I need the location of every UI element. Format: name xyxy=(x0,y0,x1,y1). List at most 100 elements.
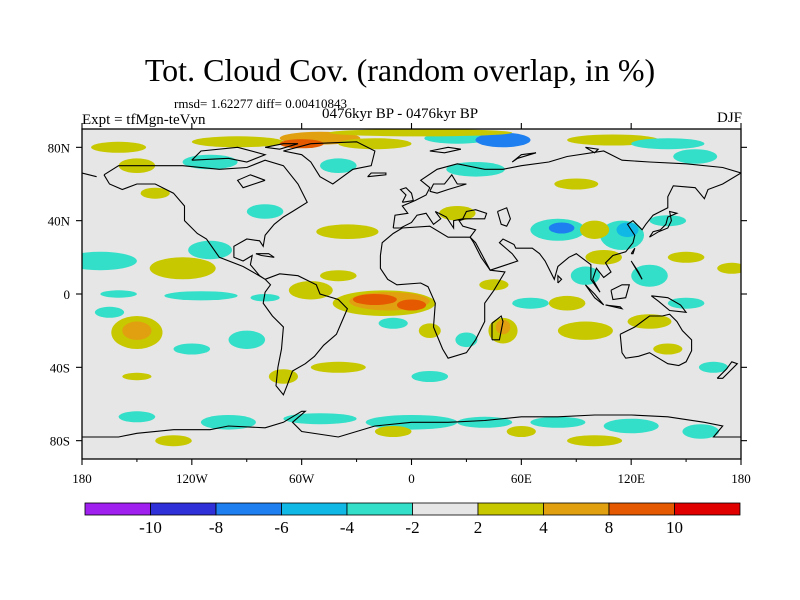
anomaly-patch xyxy=(329,129,513,137)
anomaly-patch xyxy=(140,187,170,199)
anomaly-patch xyxy=(627,314,672,329)
lat-tick-label: 0 xyxy=(64,287,71,302)
lon-tick-label: 0 xyxy=(408,471,415,486)
coastline xyxy=(103,159,308,280)
anomaly-patch xyxy=(310,361,366,373)
colorbar-swatch xyxy=(674,502,741,516)
colorbar: -10 -8 -6 -4 -2 2 4 8 10 xyxy=(84,502,741,537)
anomaly-patch xyxy=(567,435,623,447)
lon-tick-label: 180 xyxy=(731,471,751,486)
anomaly-patch xyxy=(631,264,668,287)
coastline xyxy=(619,313,693,367)
colorbar-swatch xyxy=(281,502,348,516)
coastline xyxy=(264,143,299,150)
colorbar-swatch xyxy=(412,502,479,516)
coastline xyxy=(367,172,387,178)
anomaly-patch xyxy=(91,141,147,153)
coastline xyxy=(236,174,266,189)
coastline xyxy=(649,210,679,238)
colorbar-label: -2 xyxy=(405,518,419,537)
coastline xyxy=(557,274,563,284)
anomaly-patch xyxy=(667,251,705,263)
coastline xyxy=(610,284,631,301)
anomaly-patch xyxy=(164,291,238,301)
lat-tick-label: 80S xyxy=(50,434,70,449)
anomaly-patch xyxy=(283,413,357,425)
anomaly-patch xyxy=(682,424,719,439)
anomaly-patch xyxy=(439,206,476,221)
coastline xyxy=(716,361,739,379)
anomaly-patch xyxy=(173,343,211,355)
anomaly-patch xyxy=(188,240,233,260)
colorbar-swatch xyxy=(543,502,610,516)
coastline xyxy=(630,260,643,280)
coastline xyxy=(392,150,741,229)
colorbar-swatch xyxy=(346,502,413,516)
coastline xyxy=(399,187,414,203)
anomaly-patch xyxy=(316,224,379,239)
coastline xyxy=(491,315,504,341)
season-label: DJF xyxy=(716,110,742,126)
anomaly-patch xyxy=(557,321,613,340)
coastline xyxy=(605,304,624,310)
lon-tick-label: 60E xyxy=(511,471,532,486)
colorbar-label: -4 xyxy=(340,518,355,537)
colorbar-label: -10 xyxy=(139,518,162,537)
colorbar-label: -6 xyxy=(274,518,288,537)
anomaly-patch xyxy=(698,361,729,373)
coastline xyxy=(82,410,741,438)
anomaly-patch xyxy=(548,222,575,234)
coastline xyxy=(650,295,688,313)
anomaly-patch xyxy=(418,323,441,339)
anomaly-patch xyxy=(191,136,284,148)
colorbar-label: 8 xyxy=(605,518,614,537)
anomaly-patch xyxy=(631,138,705,150)
anomaly-patch xyxy=(228,330,266,349)
anomaly-contours xyxy=(82,129,741,447)
anomaly-patch xyxy=(122,372,152,381)
anomaly-patch xyxy=(374,426,412,437)
anomaly-patch xyxy=(580,220,610,239)
anomaly-patch xyxy=(649,215,687,227)
coastline xyxy=(379,225,506,359)
anomaly-patch xyxy=(122,321,152,340)
coastlines xyxy=(82,141,741,438)
coastline xyxy=(393,172,741,293)
colorbar-label: 10 xyxy=(666,518,683,537)
anomaly-patch xyxy=(717,262,741,274)
anomaly-patch xyxy=(475,132,531,148)
lon-tick-label: 120E xyxy=(617,471,645,486)
colorbar-swatch xyxy=(215,502,282,516)
anomaly-patch xyxy=(149,257,216,280)
colorbar-label: -8 xyxy=(209,518,223,537)
lon-tick-label: 120W xyxy=(176,471,209,486)
anomaly-patch xyxy=(268,369,298,384)
anomaly-patch xyxy=(530,416,586,428)
lon-tick-label: 180 xyxy=(72,471,92,486)
coastline xyxy=(511,152,537,163)
anomaly-patch xyxy=(411,371,449,382)
anomaly-patch xyxy=(455,332,478,348)
anomaly-patch xyxy=(320,270,357,282)
anomaly-patch xyxy=(82,251,137,271)
anomaly-patch xyxy=(585,249,622,265)
anomaly-patch xyxy=(378,317,408,329)
coastline xyxy=(82,172,97,178)
coastline xyxy=(429,146,462,154)
anomaly-patch xyxy=(338,138,412,150)
colorbar-swatch xyxy=(608,502,675,516)
anomaly-patch xyxy=(603,418,659,434)
lat-tick-label: 40S xyxy=(50,360,70,375)
coastline xyxy=(584,284,605,306)
lat-tick-label: 80N xyxy=(48,140,71,155)
coastline xyxy=(191,146,267,163)
anomaly-patch xyxy=(653,343,683,355)
chart-title: Tot. Cloud Cov. (random overlap, in %) xyxy=(144,52,656,88)
axis-ticks: 180 120W 60W 0 60E 120E 180 80N 40N 0 40S 80S xyxy=(48,123,751,486)
anomaly-patch xyxy=(548,295,586,311)
coastline xyxy=(283,141,376,185)
anomaly-patch xyxy=(320,158,357,173)
colorbar-label: 2 xyxy=(474,518,483,537)
lat-tick-label: 40N xyxy=(48,214,71,229)
